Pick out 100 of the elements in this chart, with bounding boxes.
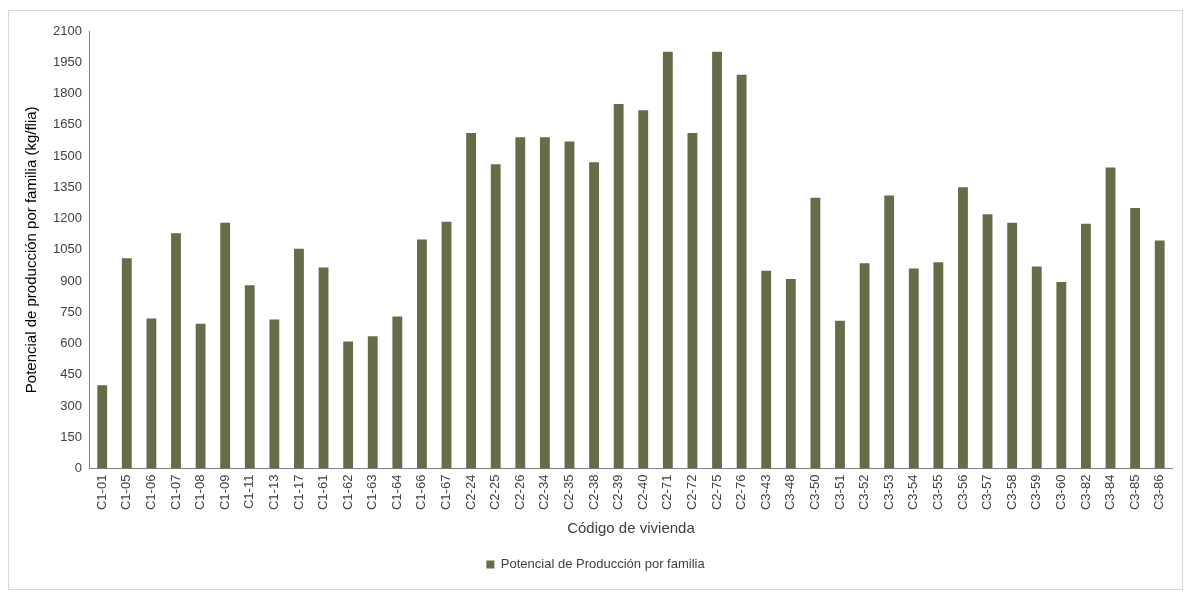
- y-tick-label: 900: [60, 272, 82, 288]
- x-tick-label: C3-56: [954, 474, 970, 511]
- x-tick-label: C1-11: [241, 474, 257, 510]
- bar: [195, 323, 206, 469]
- x-tick-label: C1-08: [192, 474, 208, 511]
- x-tick-label: C1-67: [438, 474, 454, 511]
- bar: [367, 336, 378, 469]
- bar: [417, 239, 427, 469]
- x-tick-label: C2-76: [733, 474, 749, 511]
- x-tick-label: C3-84: [1102, 474, 1118, 511]
- x-tick-label: C2-24: [462, 474, 478, 511]
- bar: [908, 268, 919, 469]
- x-tick-label: C3-86: [1151, 474, 1167, 511]
- x-tick-label: C3-57: [979, 474, 995, 511]
- bar: [466, 133, 477, 469]
- x-tick-label: C1-61: [315, 474, 331, 511]
- bar: [662, 51, 673, 469]
- y-tick-label: 1050: [53, 241, 82, 257]
- x-tick-label: C1-07: [167, 474, 183, 511]
- bar: [1031, 266, 1042, 469]
- x-tick-label: C3-60: [1052, 474, 1068, 511]
- bar: [712, 51, 722, 469]
- y-tick-label: 1200: [53, 210, 82, 226]
- x-tick-label: C3-59: [1028, 474, 1044, 511]
- bar: [736, 74, 747, 469]
- bar: [392, 316, 403, 469]
- y-tick-label: 300: [60, 397, 82, 413]
- bar: [294, 248, 304, 469]
- x-tick-label: C2-72: [684, 474, 700, 511]
- y-tick-label: 1950: [53, 53, 82, 69]
- y-tick-label: 150: [60, 428, 82, 444]
- bar: [121, 258, 132, 469]
- x-tick-label: C3-43: [757, 474, 773, 511]
- bar: [318, 267, 329, 469]
- x-tick-label: C2-39: [610, 474, 626, 511]
- bar: [1130, 208, 1141, 469]
- bar: [441, 221, 452, 469]
- bar: [343, 341, 354, 469]
- x-tick-label: C3-54: [905, 474, 921, 511]
- y-tick-label: 1500: [53, 147, 82, 163]
- bar: [982, 214, 993, 469]
- x-tick-label: C3-52: [856, 474, 872, 511]
- bar: [244, 285, 255, 469]
- bar: [933, 262, 944, 469]
- x-tick-label: C2-34: [536, 474, 552, 511]
- x-tick-label: C3-55: [929, 474, 945, 511]
- y-tick-label: 1350: [53, 178, 82, 194]
- bar: [1154, 240, 1165, 469]
- x-tick-label: C1-05: [118, 474, 134, 511]
- bar: [1056, 282, 1067, 469]
- x-tick-label: C1-01: [93, 474, 109, 511]
- bar: [761, 270, 772, 469]
- x-tick-label: C3-53: [880, 474, 896, 511]
- y-tick-label: 1800: [53, 85, 82, 101]
- y-tick-label: 1650: [53, 116, 82, 132]
- bar: [589, 162, 599, 469]
- x-tick-label: C2-40: [634, 474, 650, 511]
- bar: [1081, 223, 1091, 469]
- bar: [515, 137, 526, 469]
- bar: [171, 233, 181, 469]
- x-tick-label: C3-58: [1003, 474, 1019, 511]
- x-tick-label: C1-13: [265, 474, 281, 511]
- bar: [884, 195, 895, 469]
- x-tick-label: C1-06: [142, 474, 158, 511]
- x-tick-label: C2-38: [585, 474, 601, 511]
- y-tick-label: 0: [74, 460, 82, 476]
- x-tick-label: C1-66: [413, 474, 429, 511]
- y-tick-label: 750: [60, 303, 82, 319]
- y-tick-label: 2100: [53, 22, 82, 38]
- bar: [146, 318, 157, 469]
- bar: [785, 278, 796, 469]
- x-tick-label: C3-51: [831, 474, 847, 511]
- x-tick-label: C1-64: [388, 474, 404, 511]
- x-tick-label: C3-85: [1126, 474, 1142, 511]
- x-tick-label: C1-17: [290, 474, 306, 511]
- bar: [97, 385, 108, 469]
- x-tick-label: C2-35: [561, 474, 577, 511]
- bar: [490, 164, 501, 469]
- x-tick-label: C3-48: [782, 474, 798, 511]
- y-tick-label: 450: [60, 366, 82, 382]
- bar: [220, 222, 231, 469]
- y-tick-label: 600: [60, 335, 82, 351]
- bar: [859, 263, 870, 469]
- bar: [638, 110, 649, 469]
- bar: [539, 137, 550, 469]
- x-tick-label: C1-63: [364, 474, 380, 511]
- bar: [835, 320, 845, 469]
- bar: [687, 133, 698, 469]
- x-tick-label: C1-62: [339, 474, 355, 511]
- x-tick-label: C2-25: [487, 474, 503, 511]
- bar: [564, 141, 575, 469]
- y-axis-title: Potencial de producción por familia (kg/flia): [22, 106, 40, 394]
- x-tick-label: C3-50: [806, 474, 822, 511]
- bar: [1007, 222, 1018, 469]
- x-tick-label: C1-09: [216, 474, 232, 511]
- bar: [613, 103, 624, 469]
- x-tick-label: C2-75: [708, 474, 724, 511]
- bar: [958, 187, 968, 469]
- bar: [269, 319, 280, 469]
- x-tick-label: C2-26: [511, 474, 527, 511]
